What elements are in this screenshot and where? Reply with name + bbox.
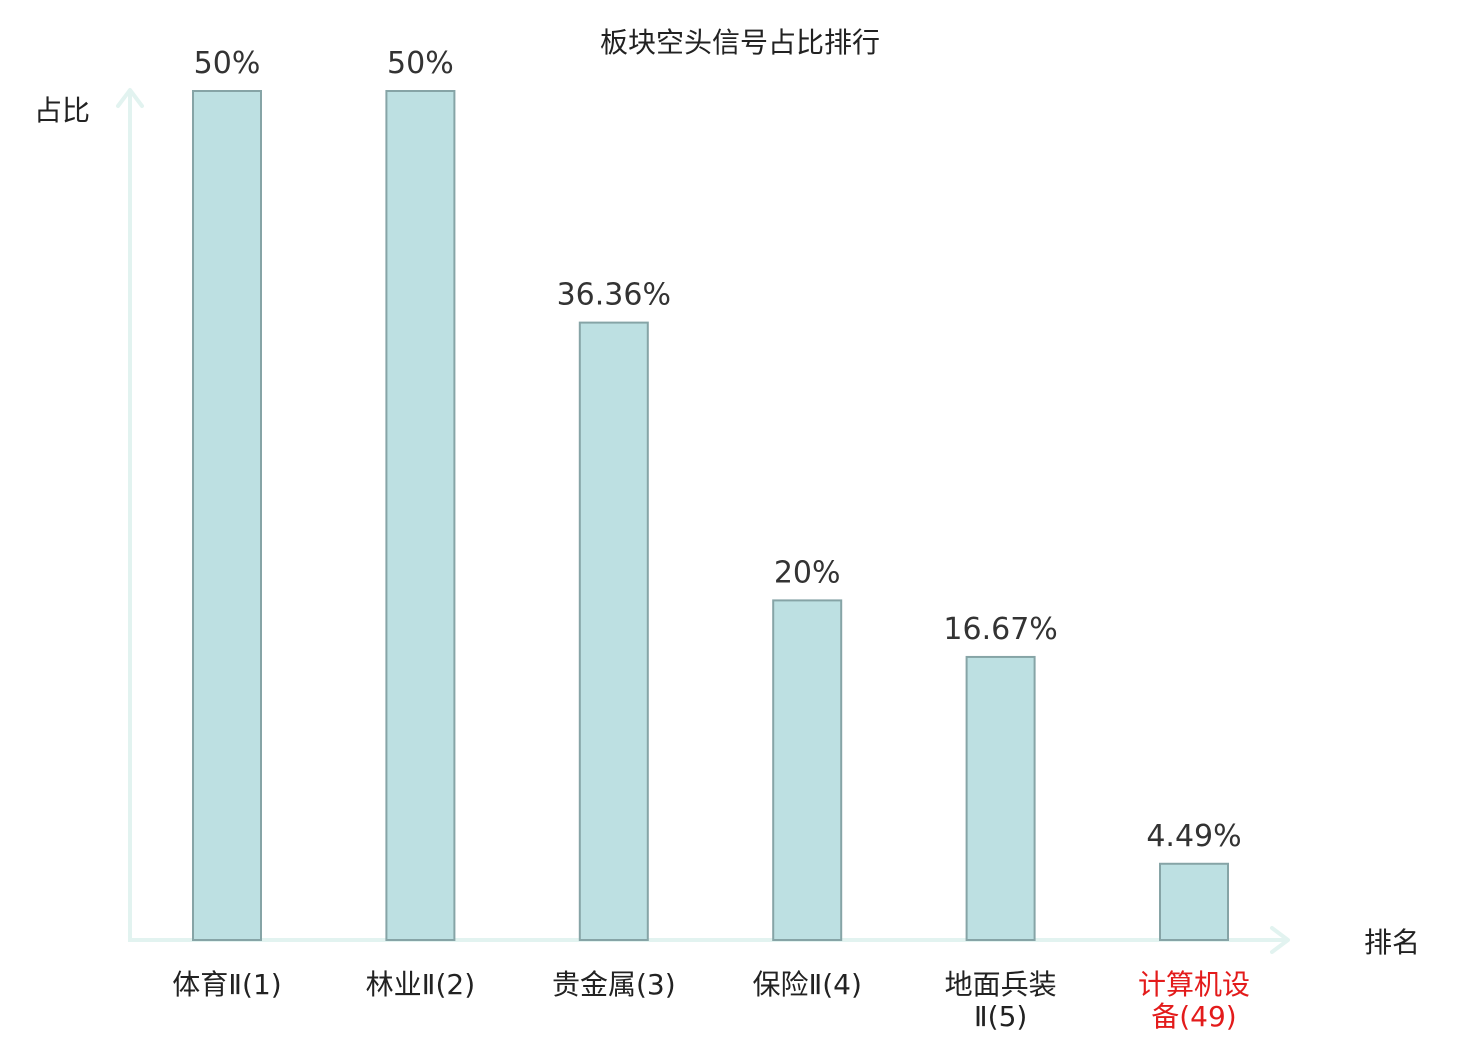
category-label: 备(49) xyxy=(1151,1000,1236,1033)
bar xyxy=(192,90,262,941)
y-axis-arrow xyxy=(116,88,144,108)
category-label: 保险Ⅱ(4) xyxy=(752,968,861,1001)
category-label: 体育Ⅱ(1) xyxy=(172,968,281,1001)
bar-value-label: 4.49% xyxy=(1146,819,1241,854)
bar xyxy=(578,321,649,942)
bar xyxy=(385,90,456,941)
x-axis-arrow xyxy=(1270,926,1290,954)
category-label: Ⅱ(5) xyxy=(974,1000,1027,1033)
bar-value-label: 50% xyxy=(387,46,454,81)
y-axis-label: 占比 xyxy=(34,94,90,127)
x-axis-label: 排名 xyxy=(1364,926,1420,959)
category-label: 地面兵装 xyxy=(945,968,1057,1001)
bar xyxy=(1159,862,1229,942)
bar-value-label: 16.67% xyxy=(943,612,1057,647)
category-label: 计算机设 xyxy=(1138,968,1250,1001)
category-label: 贵金属(3) xyxy=(552,968,676,1001)
category-label: 林业Ⅱ(2) xyxy=(366,968,475,1001)
bar xyxy=(772,599,843,942)
bar-group xyxy=(192,90,1229,942)
value-label-group: 50% 50% 36.36% 20% 16.67% 4.49% xyxy=(194,46,1242,854)
bar-value-label: 36.36% xyxy=(557,278,671,313)
bar-value-label: 20% xyxy=(774,555,841,590)
chart-title: 板块空头信号占比排行 xyxy=(600,26,880,59)
bar xyxy=(965,655,1036,942)
bar-value-label: 50% xyxy=(194,46,261,81)
